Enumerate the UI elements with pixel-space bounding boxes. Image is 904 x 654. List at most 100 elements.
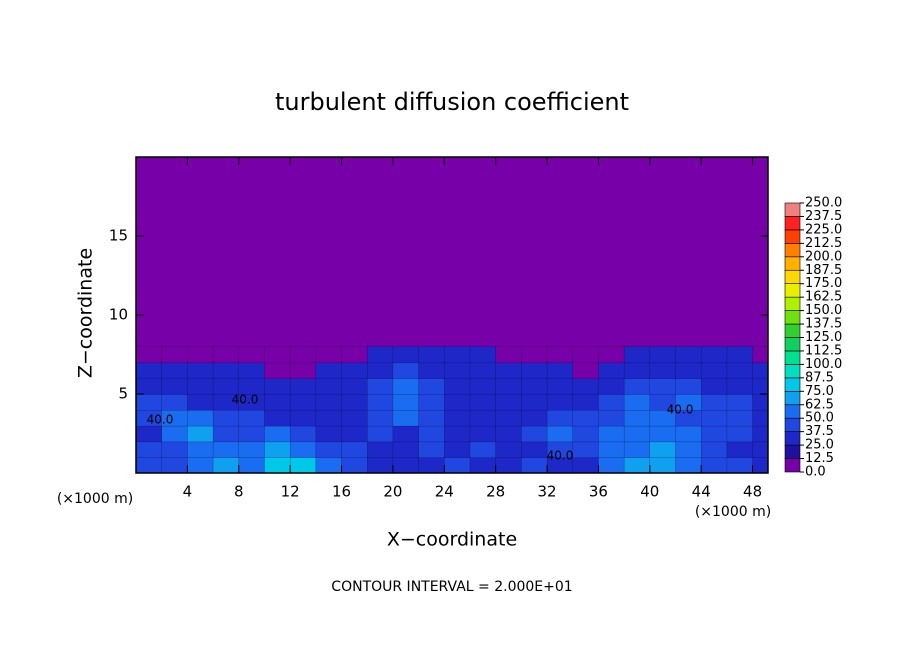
colorbar-bin	[784, 229, 801, 244]
x-tick-label: 48	[743, 483, 762, 501]
field-cell	[341, 362, 368, 379]
field-cell	[367, 425, 394, 443]
field-cell	[623, 457, 651, 473]
colorbar-bin	[784, 350, 801, 365]
field-cell	[392, 393, 420, 411]
field-cell	[341, 346, 368, 364]
field-cell	[341, 441, 368, 458]
field-cell	[341, 425, 368, 443]
field-cell	[726, 378, 754, 395]
field-cell	[701, 425, 728, 443]
field-cell	[136, 378, 163, 395]
contour-interval: CONTOUR INTERVAL = 2.000E+01	[331, 579, 572, 595]
x-tick-label: 8	[234, 483, 244, 501]
colorbar-bin	[784, 269, 801, 284]
colorbar-bin	[784, 243, 801, 258]
field-cell	[546, 362, 574, 379]
field-cell	[572, 378, 600, 395]
field-cell	[623, 393, 651, 411]
field-cell	[572, 425, 600, 443]
colorbar-label: 87.5	[805, 370, 834, 385]
field-cell	[289, 346, 317, 364]
field-cell	[136, 362, 163, 379]
x-tick-label: 12	[281, 483, 300, 501]
field-cell	[264, 346, 291, 364]
field-cell	[187, 346, 214, 364]
field-cell	[495, 425, 523, 443]
field-cell	[675, 362, 702, 379]
colorbar-label: 200.0	[805, 249, 842, 264]
x-tick-label: 32	[538, 483, 557, 501]
field-cell	[598, 425, 625, 443]
colorbar-bin	[784, 310, 801, 325]
field-cell	[264, 409, 291, 427]
field-cell	[598, 393, 625, 411]
field-cell	[161, 378, 189, 395]
field-cell	[752, 409, 768, 427]
field-cell	[392, 346, 420, 364]
field-cell	[212, 441, 240, 458]
field-cell	[521, 378, 548, 395]
field-cell	[289, 409, 317, 427]
field-cell	[367, 441, 394, 458]
x-axis-label: X−coordinate	[387, 529, 517, 551]
field-cell	[675, 457, 702, 473]
field-cell	[367, 409, 394, 427]
field-cell	[521, 425, 548, 443]
field-cell	[212, 425, 240, 443]
field-cell	[675, 425, 702, 443]
field-cell	[469, 346, 497, 364]
field-cell	[315, 409, 343, 427]
field-cell	[315, 425, 343, 443]
field-cell	[367, 393, 394, 411]
field-cell	[701, 346, 728, 364]
field-cell	[726, 393, 754, 411]
field-cell	[521, 409, 548, 427]
colorbar-bin	[784, 444, 801, 459]
field-cell	[675, 441, 702, 458]
x-tick-label: 36	[589, 483, 608, 501]
field-cell	[418, 425, 445, 443]
field-cell	[546, 378, 574, 395]
field-cell	[289, 393, 317, 411]
field-cell	[444, 441, 471, 458]
x-tick-label: 28	[486, 483, 505, 501]
field-cell	[418, 346, 445, 364]
colorbar-label: 225.0	[805, 222, 842, 237]
colorbar-label: 50.0	[805, 411, 834, 426]
field-cell	[546, 393, 574, 411]
field-cell	[187, 409, 214, 427]
field-cell	[161, 425, 189, 443]
x-tick-label: 44	[692, 483, 711, 501]
field-cell	[572, 393, 600, 411]
y-axis-label: Z−coordinate	[75, 248, 97, 378]
contour-label: 40.0	[232, 393, 259, 407]
field-cell	[726, 425, 754, 443]
field-cell	[726, 362, 754, 379]
colorbar-label: 37.5	[805, 424, 834, 439]
colorbar-bin	[784, 216, 801, 231]
field-cell	[392, 362, 420, 379]
contour-label: 40.0	[667, 403, 694, 417]
field-cell	[315, 457, 343, 473]
colorbar-label: 125.0	[805, 330, 842, 345]
field-cell	[212, 457, 240, 473]
field-cell	[495, 346, 523, 364]
colorbar-label: 75.0	[805, 384, 834, 399]
field-cell	[264, 362, 291, 379]
field-cell	[238, 425, 266, 443]
field-cell	[264, 378, 291, 395]
colorbar-label: 62.5	[805, 397, 834, 412]
field-cell	[701, 362, 728, 379]
colorbar-bin	[784, 283, 801, 298]
field-cell	[187, 457, 214, 473]
colorbar-label: 237.5	[805, 209, 842, 224]
field-cell	[546, 409, 574, 427]
colorbar-label: 25.0	[805, 438, 834, 453]
field-cell	[392, 378, 420, 395]
field-cell	[572, 346, 600, 364]
field-cell	[649, 425, 677, 443]
contour-label: 40.0	[547, 449, 574, 463]
field-cell	[161, 393, 189, 411]
field-cell	[701, 378, 728, 395]
